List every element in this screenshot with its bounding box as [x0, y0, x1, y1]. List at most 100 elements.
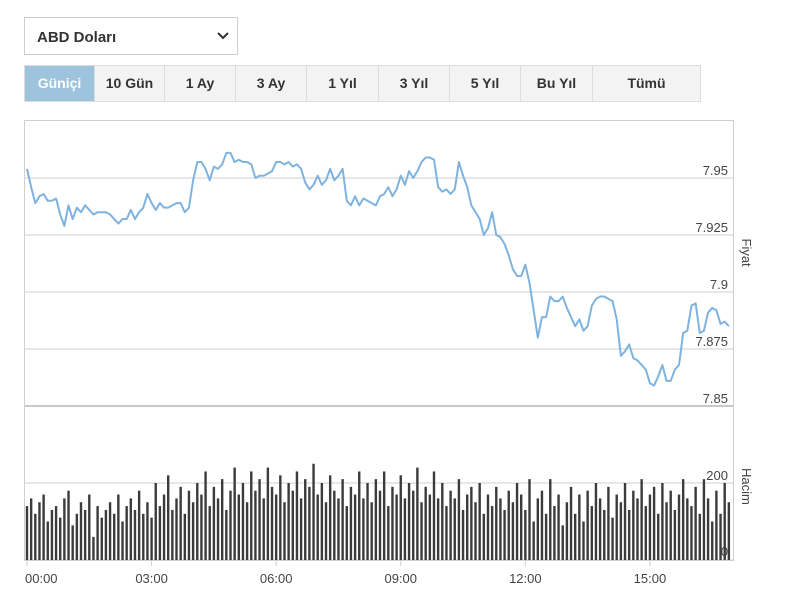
volume-bar: [416, 467, 419, 560]
volume-bar: [391, 486, 394, 560]
volume-bar: [337, 498, 340, 560]
volume-bar: [395, 494, 398, 560]
volume-bar: [316, 494, 319, 560]
volume-bar: [67, 490, 70, 560]
volume-bar: [92, 536, 95, 560]
volume-bar: [536, 498, 540, 560]
volume-bar: [362, 498, 365, 560]
volume-bar: [694, 486, 697, 560]
volume-bar: [424, 486, 427, 560]
volume-bar: [312, 463, 315, 560]
volume-bar: [88, 494, 91, 560]
volume-bar: [59, 517, 62, 560]
volume-bar: [212, 486, 216, 560]
volume-bar: [399, 475, 402, 560]
volume-bar: [117, 494, 120, 560]
volume-bar: [407, 483, 411, 560]
volume-bar: [146, 502, 149, 560]
volume-bar: [669, 490, 672, 560]
volume-bar: [636, 498, 639, 560]
volume-bar: [46, 521, 49, 560]
range-tab[interactable]: 5 Yıl: [450, 66, 521, 101]
volume-bar: [158, 506, 162, 560]
volume-bar: [378, 490, 382, 560]
volume-bar: [341, 479, 344, 560]
y-tick-label: 7.85: [703, 391, 728, 406]
volume-bar: [532, 521, 535, 560]
volume-bar: [715, 490, 718, 560]
volume-bar: [690, 506, 693, 560]
range-tab[interactable]: Güniçi: [25, 66, 95, 101]
volume-bar: [54, 506, 58, 560]
y-axis-label: Hacim: [739, 468, 754, 505]
volume-bar: [549, 479, 552, 560]
range-tab[interactable]: Tümü: [627, 75, 666, 91]
volume-bar: [287, 483, 290, 560]
volume-bar: [220, 479, 224, 560]
volume-bar: [490, 506, 494, 560]
volume-bar: [245, 502, 249, 560]
volume-bar: [175, 498, 178, 560]
volume-bar: [34, 513, 37, 560]
volume-bar: [557, 494, 560, 560]
y-tick-label: 7.9: [710, 277, 728, 292]
volume-bar: [499, 498, 502, 560]
volume-bar: [333, 490, 336, 560]
volume-bar: [254, 490, 257, 560]
volume-bar: [412, 490, 415, 560]
volume-bar: [657, 513, 660, 560]
volume-bar: [374, 479, 378, 560]
volume-bar: [324, 502, 328, 560]
volume-bar: [387, 506, 390, 560]
range-tab[interactable]: 1 Yıl: [307, 66, 379, 101]
volume-bar: [719, 513, 722, 560]
volume-bar: [503, 509, 506, 560]
volume-bar: [328, 475, 332, 560]
volume-bar: [711, 521, 714, 560]
volume-bar: [83, 509, 87, 560]
y-tick-label: 7.95: [703, 163, 728, 178]
volume-bar: [258, 479, 261, 560]
volume-bar: [167, 475, 170, 560]
volume-bar: [42, 494, 45, 560]
x-tick-label: 06:00: [260, 571, 293, 586]
dropdown-label: ABD Doları: [37, 29, 117, 46]
volume-bar: [208, 506, 211, 560]
volume-bar: [187, 490, 191, 560]
volume-bar: [370, 502, 373, 560]
range-tab[interactable]: 3 Ay: [236, 66, 307, 101]
volume-bar: [279, 475, 282, 560]
volume-bar: [241, 483, 245, 560]
volume-bar: [216, 498, 220, 560]
volume-bar: [353, 494, 357, 560]
range-tab[interactable]: 3 Yıl: [379, 66, 450, 101]
price-line: [26, 151, 730, 387]
volume-bar: [129, 498, 133, 560]
volume-bar: [586, 490, 589, 560]
volume-bar: [553, 506, 556, 560]
volume-bar: [665, 502, 668, 560]
y-tick-label: 7.925: [695, 220, 728, 235]
volume-bar: [142, 513, 145, 560]
volume-bar: [603, 509, 606, 560]
volume-bar: [495, 486, 498, 560]
volume-bar: [96, 506, 99, 560]
volume-bar: [196, 483, 199, 560]
volume-bar: [403, 498, 407, 560]
volume-bar: [619, 502, 623, 560]
chevron-icon: [217, 32, 229, 40]
currency-dropdown[interactable]: ABD Doları: [24, 17, 238, 55]
volume-bar: [623, 483, 627, 560]
range-tab[interactable]: 1 Ay: [165, 66, 236, 101]
volume-bar: [436, 498, 440, 560]
volume-bar: [607, 486, 610, 560]
x-tick-label: 12:00: [509, 571, 542, 586]
volume-bar: [453, 498, 456, 560]
volume-bar: [150, 517, 153, 560]
volume-bar: [565, 502, 569, 560]
range-tab[interactable]: 10 Gün: [95, 66, 165, 101]
volume-bar: [573, 513, 577, 560]
range-tab[interactable]: Bu Yıl: [521, 66, 593, 101]
volume-bar: [229, 490, 232, 560]
volume-bar: [299, 498, 303, 560]
